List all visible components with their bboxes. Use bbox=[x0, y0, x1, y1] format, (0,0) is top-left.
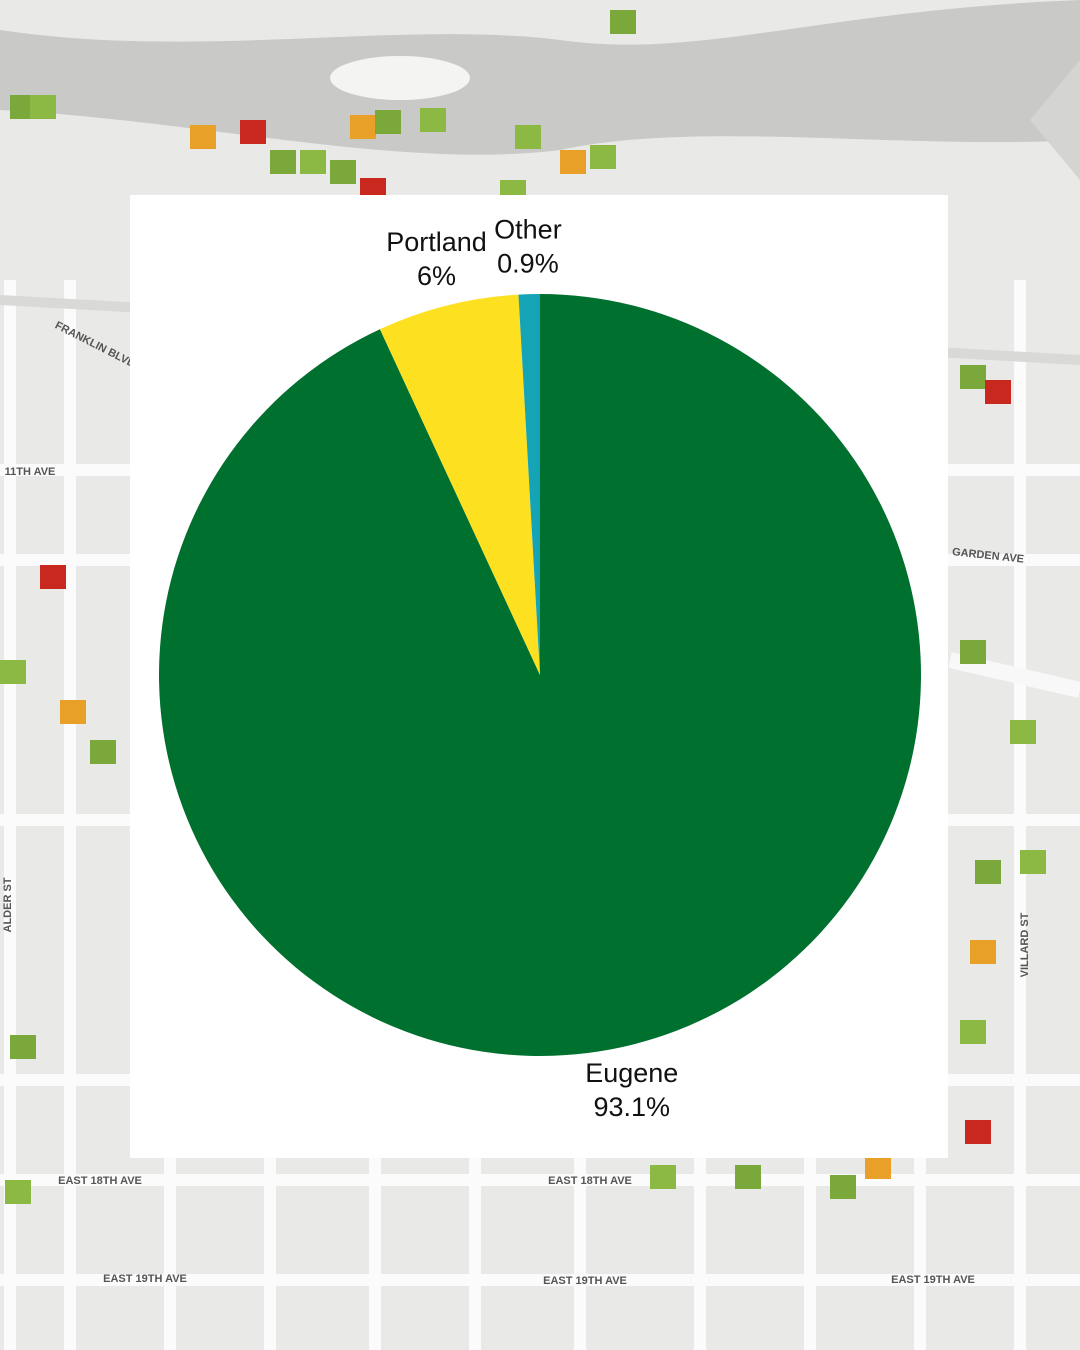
pie-slice bbox=[158, 294, 921, 1056]
map-flag bbox=[30, 95, 56, 119]
street-label: EAST 19TH AVE bbox=[543, 1275, 627, 1287]
map-flag bbox=[610, 10, 636, 34]
map-flag bbox=[1010, 720, 1036, 744]
map-flag bbox=[960, 365, 986, 389]
map-flag bbox=[190, 125, 216, 149]
map-flag bbox=[735, 1165, 761, 1189]
slice-label: Other bbox=[494, 215, 562, 245]
map-flag bbox=[10, 1035, 36, 1059]
pie-slice bbox=[518, 294, 540, 675]
map-flag bbox=[590, 145, 616, 169]
street-label: EAST 19TH AVE bbox=[891, 1274, 975, 1286]
map-flag bbox=[420, 108, 446, 132]
slice-label: Portland bbox=[386, 227, 487, 257]
map-flag bbox=[960, 1020, 986, 1044]
slice-value-label: 93.1% bbox=[593, 1092, 670, 1122]
street-label: EAST 18TH AVE bbox=[548, 1175, 632, 1187]
map-flag bbox=[650, 1165, 676, 1189]
map-flag bbox=[515, 125, 541, 149]
map-flag bbox=[40, 565, 66, 589]
map-flag bbox=[975, 860, 1001, 884]
map-flag bbox=[270, 150, 296, 174]
street-label: ALDER ST bbox=[2, 877, 14, 932]
map-flag bbox=[970, 940, 996, 964]
slice-label: Eugene bbox=[585, 1058, 678, 1088]
map-flag bbox=[560, 150, 586, 174]
pie-slice bbox=[379, 294, 540, 675]
map-flag bbox=[965, 1120, 991, 1144]
map-flag bbox=[5, 1180, 31, 1204]
map-flag bbox=[985, 380, 1011, 404]
street-label: EAST 19TH AVE bbox=[103, 1273, 187, 1285]
map-flag bbox=[300, 150, 326, 174]
map-flag bbox=[960, 640, 986, 664]
street-label: 11TH AVE bbox=[5, 466, 56, 478]
map-flag bbox=[90, 740, 116, 764]
pie-chart: Eugene 93.1% Portland 6% Other 0.9% bbox=[158, 215, 921, 1122]
map-flag bbox=[830, 1175, 856, 1199]
street-label: EAST 18TH AVE bbox=[58, 1175, 142, 1187]
slice-value-label: 0.9% bbox=[497, 249, 559, 279]
slice-value-label: 6% bbox=[417, 261, 456, 291]
street-label: VILLARD ST bbox=[1019, 912, 1031, 977]
map-flag bbox=[60, 700, 86, 724]
map-flag bbox=[375, 110, 401, 134]
map-flag bbox=[350, 115, 376, 139]
map-flag bbox=[0, 660, 26, 684]
map-flag bbox=[330, 160, 356, 184]
map-flag bbox=[240, 120, 266, 144]
map-flag bbox=[1020, 850, 1046, 874]
map-flag bbox=[865, 1155, 891, 1179]
